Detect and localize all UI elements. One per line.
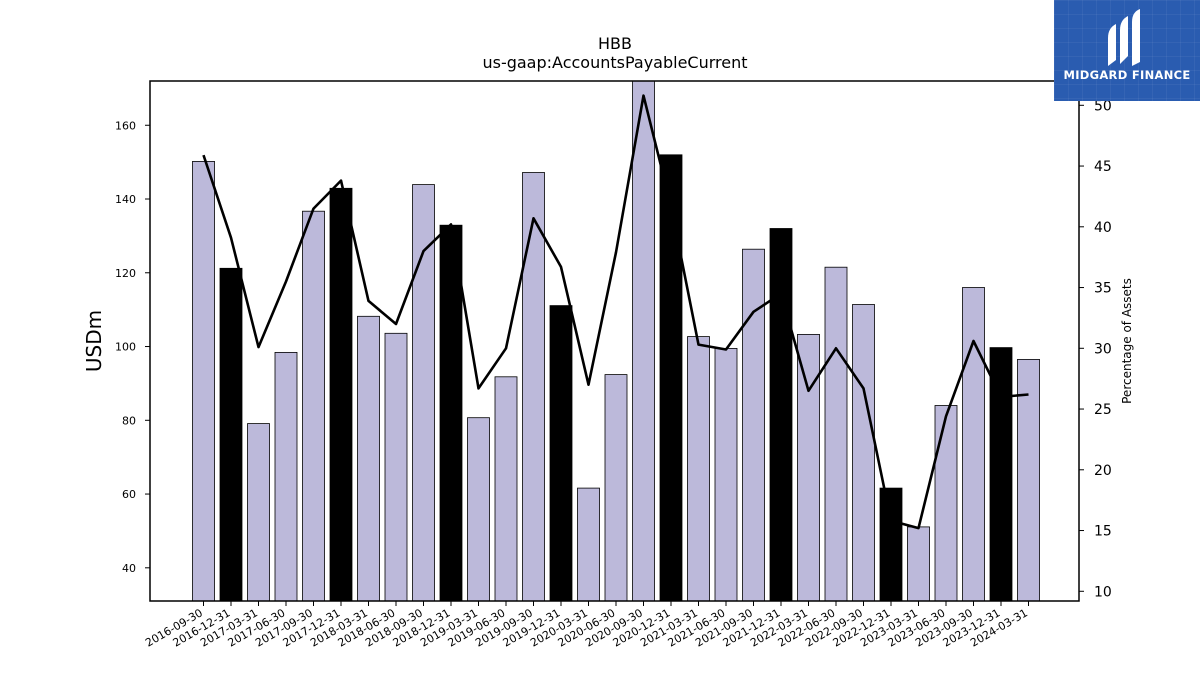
- y-tick-label: 140: [115, 193, 136, 206]
- y-tick-label: 100: [115, 341, 136, 354]
- plot-frame: [149, 80, 1080, 602]
- y2-tick-label: 45: [1094, 159, 1112, 175]
- bar-2016-09-30: [192, 160, 215, 602]
- bar-2020-09-30: [632, 80, 655, 602]
- bar-2019-03-31: [467, 417, 490, 602]
- y-tick-label: 40: [122, 562, 136, 575]
- y2-tick-label: 40: [1094, 220, 1112, 236]
- bar-2020-03-31: [577, 487, 600, 602]
- y-axis-label: USDm: [82, 310, 106, 372]
- bar-2017-09-30: [302, 210, 325, 602]
- bar-2023-12-31: [989, 347, 1013, 602]
- bar-2018-03-31: [357, 315, 380, 602]
- y2-tick-label: 50: [1094, 98, 1112, 114]
- bar-2020-06-30: [604, 374, 628, 602]
- y-tick-label: 160: [115, 119, 136, 132]
- chart-title: HBB: [598, 34, 632, 53]
- bar-2023-03-31: [907, 526, 930, 602]
- bar-2016-12-31: [219, 267, 243, 602]
- bar-2021-06-30: [714, 347, 738, 602]
- percentage-of-assets-line: [202, 94, 1029, 530]
- logo-text: MIDGARD FINANCE: [1063, 68, 1191, 82]
- bar-2018-06-30: [384, 332, 408, 602]
- y-tick-label: 80: [122, 414, 136, 427]
- bar-2017-03-31: [247, 423, 270, 602]
- y2-tick-label: 20: [1094, 463, 1112, 479]
- y-tick-label: 60: [122, 488, 136, 501]
- bar-2021-03-31: [687, 336, 710, 602]
- bar-2020-12-31: [659, 154, 683, 602]
- bar-2022-09-30: [852, 304, 875, 602]
- bar-2019-12-31: [549, 305, 573, 602]
- chart-subtitle: us-gaap:AccountsPayableCurrent: [482, 53, 747, 72]
- bar-2022-12-31: [879, 487, 903, 602]
- y2-tick-label: 10: [1094, 584, 1112, 600]
- y2-tick-label: 25: [1094, 402, 1112, 418]
- bar-2018-12-31: [439, 224, 463, 602]
- bar-2017-12-31: [329, 187, 353, 602]
- y2-tick-label: 30: [1094, 341, 1112, 357]
- bar-2018-09-30: [412, 184, 435, 602]
- bar-2022-06-30: [824, 266, 848, 602]
- y-tick-label: 120: [115, 267, 136, 280]
- y2-tick-label: 15: [1094, 524, 1112, 540]
- y2-axis-label: Percentage of Assets: [1120, 278, 1134, 404]
- bar-2021-09-30: [742, 248, 765, 602]
- bar-2023-06-30: [934, 405, 958, 602]
- midgard-logo-icon: [1108, 9, 1140, 66]
- bar-2017-06-30: [274, 351, 298, 602]
- bar-2022-03-31: [797, 333, 820, 602]
- bar-2019-06-30: [494, 376, 518, 602]
- bar-2021-12-31: [769, 228, 793, 602]
- y2-tick-label: 35: [1094, 281, 1112, 297]
- midgard-finance-logo: MIDGARD FINANCE: [1054, 0, 1200, 101]
- bar-2023-09-30: [962, 287, 985, 602]
- bar-2019-09-30: [522, 172, 545, 602]
